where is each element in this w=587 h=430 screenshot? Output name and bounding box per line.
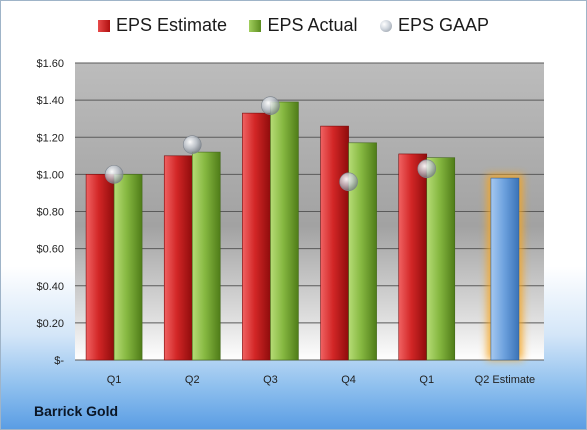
y-tick-label: $1.20 bbox=[36, 132, 64, 144]
gaap-points bbox=[104, 96, 437, 192]
bar-eps-estimate bbox=[85, 174, 115, 361]
y-tick-label: $0.20 bbox=[36, 318, 64, 330]
x-tick-label: Q4 bbox=[341, 374, 356, 386]
y-tick-label: $1.60 bbox=[36, 58, 64, 70]
point-eps-gaap bbox=[417, 159, 437, 179]
legend-item-actual: EPS Actual bbox=[249, 15, 358, 36]
x-tick-label: Q3 bbox=[263, 374, 278, 386]
y-tick-label: $1.00 bbox=[36, 169, 64, 181]
y-tick-label: $1.40 bbox=[36, 95, 64, 107]
estimate-swatch-icon bbox=[97, 19, 110, 32]
y-tick-label: $0.40 bbox=[36, 281, 64, 293]
bar-eps-actual bbox=[191, 151, 221, 361]
bar-eps-estimate bbox=[163, 155, 193, 361]
bar-eps-estimate bbox=[398, 153, 428, 361]
legend: EPS Estimate EPS Actual EPS GAAP bbox=[1, 15, 586, 37]
x-tick-label: Q2 Estimate bbox=[475, 374, 536, 386]
y-tick-label: $0.60 bbox=[36, 244, 64, 256]
gridlines bbox=[75, 62, 544, 361]
legend-label-gaap: EPS GAAP bbox=[397, 15, 490, 35]
legend-item-gaap: EPS GAAP bbox=[379, 15, 490, 36]
x-tick-label: Q2 bbox=[185, 374, 200, 386]
legend-label-estimate: EPS Estimate bbox=[115, 15, 228, 35]
bar-eps-actual bbox=[426, 157, 456, 361]
y-axis: $- $0.20 $0.40 $0.60 $0.80 $1.00 $1.20 $1.40 $1.… bbox=[36, 58, 64, 367]
point-eps-gaap bbox=[339, 172, 358, 192]
bars bbox=[85, 101, 523, 361]
actual-swatch-icon bbox=[249, 19, 262, 32]
bar-eps-actual bbox=[113, 174, 143, 361]
bar-eps-estimate bbox=[320, 125, 349, 361]
bar-eps-actual bbox=[348, 142, 377, 361]
company-name: Barrick Gold bbox=[34, 403, 119, 419]
bar-eps-actual bbox=[270, 101, 299, 361]
point-eps-gaap bbox=[261, 96, 280, 115]
x-tick-label: Q1 bbox=[107, 374, 122, 386]
point-eps-gaap bbox=[104, 165, 124, 184]
point-eps-gaap bbox=[182, 135, 202, 154]
x-axis: Q1 Q2 Q3 Q4 Q1 Q2 Estimate bbox=[107, 374, 535, 386]
legend-item-estimate: EPS Estimate bbox=[97, 15, 228, 36]
bar-eps-estimate bbox=[242, 112, 271, 361]
gaap-swatch-icon bbox=[379, 19, 392, 32]
x-tick-label: Q1 bbox=[419, 374, 434, 386]
legend-label-actual: EPS Actual bbox=[267, 15, 358, 35]
y-tick-label: $0.80 bbox=[36, 207, 64, 219]
bar-eps-estimate-projected bbox=[490, 177, 520, 361]
y-tick-label: $- bbox=[54, 355, 64, 367]
